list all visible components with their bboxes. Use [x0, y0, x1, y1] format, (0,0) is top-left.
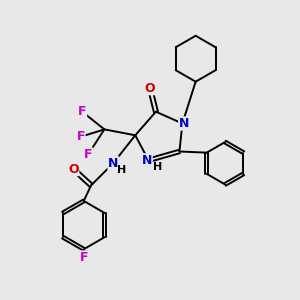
- Text: H: H: [117, 165, 126, 175]
- Text: F: F: [76, 130, 85, 143]
- Text: F: F: [84, 148, 92, 161]
- Text: H: H: [153, 162, 163, 172]
- Text: O: O: [145, 82, 155, 95]
- Text: F: F: [80, 251, 88, 264]
- Text: O: O: [68, 163, 79, 176]
- Text: F: F: [78, 105, 86, 118]
- Text: N: N: [142, 154, 152, 167]
- Text: N: N: [108, 157, 119, 170]
- Text: N: N: [179, 117, 189, 130]
